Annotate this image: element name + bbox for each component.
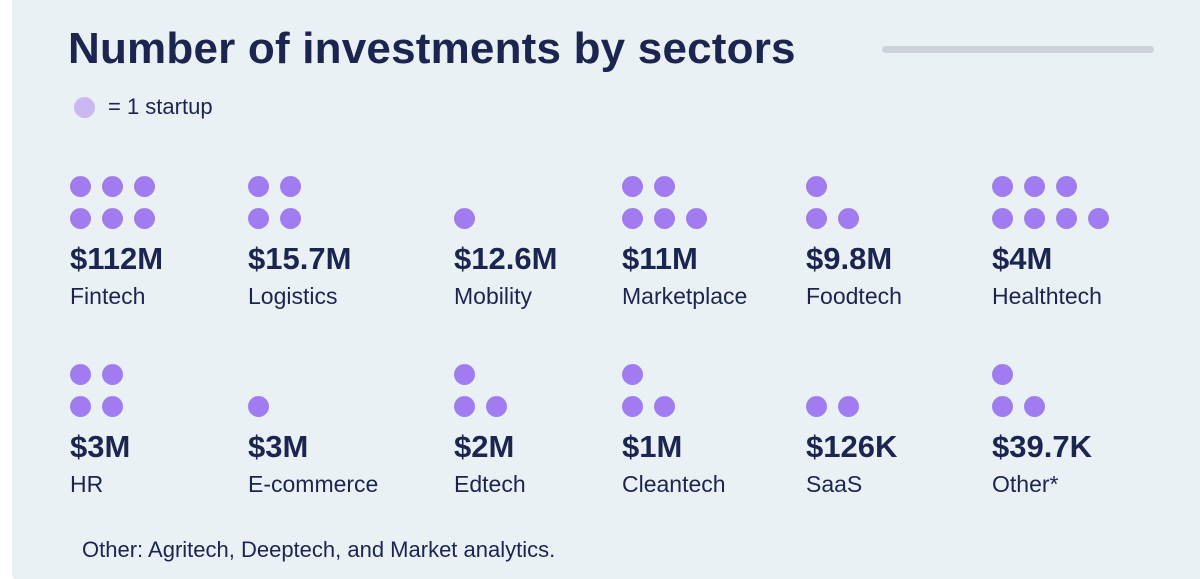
sector-amount: $126K [806, 429, 898, 464]
sector-hr: $3M HR [70, 364, 250, 506]
startup-dot-icon [806, 396, 827, 417]
startup-dot-icon [486, 396, 507, 417]
startup-dot-icon [70, 396, 91, 417]
startup-dot-icon [1056, 208, 1077, 229]
startup-dot-icon [622, 208, 643, 229]
startup-dot-icon [134, 208, 155, 229]
startup-dot-icon [622, 396, 643, 417]
sector-e-commerce: $3M E-commerce [248, 366, 428, 506]
startup-dot-icon [992, 176, 1013, 197]
sector-amount: $12.6M [454, 241, 558, 276]
startup-dot-icon [70, 208, 91, 229]
legend-label: = 1 startup [108, 94, 213, 119]
startup-dot-icon [70, 176, 91, 197]
startup-dot-icon [102, 396, 123, 417]
sector-amount: $15.7M [248, 241, 352, 276]
title-divider [882, 46, 1154, 53]
startup-dot-icon [654, 396, 675, 417]
sector-name: Edtech [454, 471, 526, 497]
startup-dot-icon [838, 396, 859, 417]
footnote: Other: Agritech, Deeptech, and Market an… [82, 537, 556, 562]
startup-dot-icon [102, 208, 123, 229]
legend-dot-icon [74, 97, 95, 118]
startup-dot-icon [134, 176, 155, 197]
startup-dot-icon [280, 176, 301, 197]
startup-dot-icon [1024, 176, 1045, 197]
sector-amount: $2M [454, 429, 515, 464]
startup-dot-icon [654, 176, 675, 197]
startup-dot-icon [806, 176, 827, 197]
sector-amount: $4M [992, 241, 1053, 276]
sector-amount: $3M [248, 429, 309, 464]
sector-amount: $3M [70, 429, 131, 464]
startup-dot-icon [454, 364, 475, 385]
sector-name: Marketplace [622, 283, 748, 309]
sector-name: E-commerce [248, 471, 379, 497]
startup-dot-icon [992, 364, 1013, 385]
startup-dot-icon [248, 176, 269, 197]
startup-dot-icon [622, 364, 643, 385]
startup-dot-icon [992, 208, 1013, 229]
sector-amount: $11M [622, 241, 698, 276]
sector-healthtech: $4M Healthtech [992, 176, 1172, 318]
startup-dot-icon [280, 208, 301, 229]
infographic-card: Number of investments by sectors = 1 sta… [12, 0, 1200, 579]
sector-fintech: $112M Fintech [70, 176, 250, 318]
sector-amount: $9.8M [806, 241, 893, 276]
sector-saas: $126K SaaS [806, 366, 986, 506]
startup-dot-icon [838, 208, 859, 229]
sector-name: Healthtech [992, 283, 1102, 309]
sector-name: Mobility [454, 283, 532, 309]
startup-dot-icon [992, 396, 1013, 417]
sector-marketplace: $11M Marketplace [622, 176, 802, 318]
sector-mobility: $12.6M Mobility [454, 178, 634, 318]
sector-name: HR [70, 471, 104, 497]
sector-name: SaaS [806, 471, 863, 497]
startup-dot-icon [454, 396, 475, 417]
startup-dot-icon [248, 208, 269, 229]
startup-dot-icon [102, 176, 123, 197]
startup-dot-icon [70, 364, 91, 385]
startup-dot-icon [622, 176, 643, 197]
startup-dot-icon [806, 208, 827, 229]
sector-cleantech: $1M Cleantech [622, 364, 802, 506]
sector-name: Logistics [248, 283, 338, 309]
chart-title: Number of investments by sectors [68, 24, 796, 73]
sector-name: Other* [992, 471, 1059, 497]
sector-amount: $39.7K [992, 429, 1092, 464]
sector-amount: $112M [70, 241, 164, 276]
sector-name: Foodtech [806, 283, 902, 309]
sector-foodtech: $9.8M Foodtech [806, 176, 986, 318]
startup-dot-icon [454, 208, 475, 229]
startup-dot-icon [1024, 396, 1045, 417]
startup-dot-icon [248, 396, 269, 417]
startup-dot-icon [1088, 208, 1109, 229]
sector-name: Cleantech [622, 471, 726, 497]
sector-other: $39.7K Other* [992, 364, 1172, 506]
sector-edtech: $2M Edtech [454, 364, 634, 506]
sector-amount: $1M [622, 429, 683, 464]
startup-dot-icon [1056, 176, 1077, 197]
sector-logistics: $15.7M Logistics [248, 176, 428, 318]
startup-dot-icon [1024, 208, 1045, 229]
startup-dot-icon [654, 208, 675, 229]
startup-dot-icon [102, 364, 123, 385]
sector-name: Fintech [70, 283, 146, 309]
startup-dot-icon [686, 208, 707, 229]
